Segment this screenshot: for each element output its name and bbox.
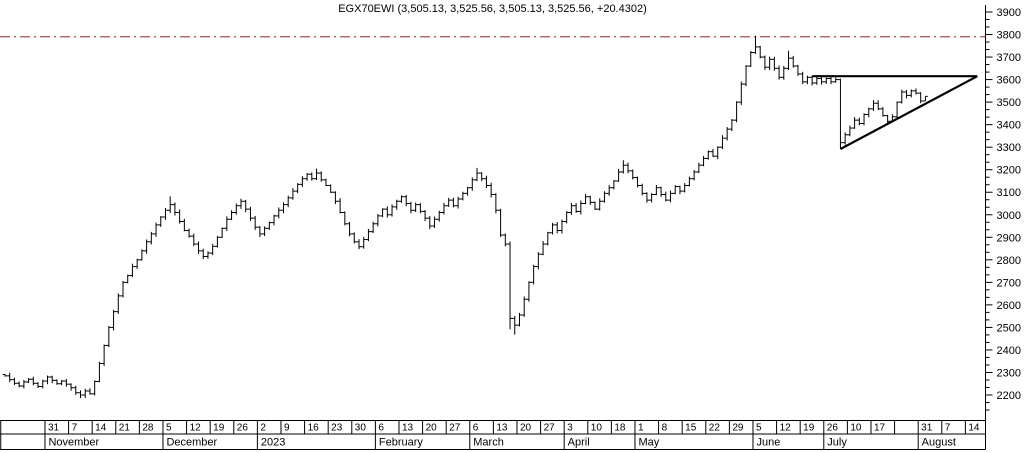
svg-text:2023: 2023 xyxy=(261,437,285,449)
ohlc-bars xyxy=(2,35,928,399)
svg-text:20: 20 xyxy=(426,423,438,434)
svg-text:2800: 2800 xyxy=(997,255,1021,267)
svg-text:3500: 3500 xyxy=(997,97,1021,109)
svg-text:14: 14 xyxy=(95,423,107,434)
svg-text:3300: 3300 xyxy=(997,142,1021,154)
svg-text:19: 19 xyxy=(803,423,815,434)
svg-text:5: 5 xyxy=(756,423,762,434)
svg-text:10: 10 xyxy=(850,423,862,434)
svg-text:2300: 2300 xyxy=(997,367,1021,379)
svg-text:20: 20 xyxy=(520,423,532,434)
svg-text:7: 7 xyxy=(945,423,951,434)
svg-text:February: February xyxy=(379,437,424,449)
svg-text:28: 28 xyxy=(142,423,154,434)
triangle-trendlines[interactable] xyxy=(812,75,978,150)
svg-text:19: 19 xyxy=(213,423,225,434)
svg-text:2700: 2700 xyxy=(997,277,1021,289)
svg-text:18: 18 xyxy=(614,423,626,434)
svg-text:5: 5 xyxy=(166,423,172,434)
svg-text:3900: 3900 xyxy=(997,7,1021,19)
svg-text:13: 13 xyxy=(402,423,414,434)
svg-text:December: December xyxy=(166,437,217,449)
svg-text:July: July xyxy=(827,437,847,449)
svg-text:9: 9 xyxy=(284,423,290,434)
svg-text:May: May xyxy=(638,437,659,449)
svg-text:17: 17 xyxy=(874,423,886,434)
svg-text:2900: 2900 xyxy=(997,232,1021,244)
x-axis: 31 7 14 21 28 5 12 19 26 2 9 16 23 30 6 13 20 27 6 13 20 27 3 1… xyxy=(0,420,986,450)
svg-text:3400: 3400 xyxy=(997,120,1021,132)
svg-text:8: 8 xyxy=(662,423,668,434)
svg-text:27: 27 xyxy=(449,423,461,434)
svg-text:22: 22 xyxy=(709,423,721,434)
svg-text:10: 10 xyxy=(591,423,603,434)
svg-text:21: 21 xyxy=(119,423,131,434)
svg-text:7: 7 xyxy=(72,423,78,434)
y-axis: 3900 3800 3700 3600 3500 3400 3300 3200 3100 3000… xyxy=(985,5,1021,450)
svg-text:3200: 3200 xyxy=(997,165,1021,177)
svg-text:6: 6 xyxy=(473,423,479,434)
svg-text:April: April xyxy=(568,437,590,449)
svg-text:12: 12 xyxy=(190,423,202,434)
svg-text:2400: 2400 xyxy=(997,345,1021,357)
svg-text:3000: 3000 xyxy=(997,210,1021,222)
svg-text:August: August xyxy=(922,437,956,449)
svg-text:31: 31 xyxy=(48,423,60,434)
svg-text:13: 13 xyxy=(496,423,508,434)
svg-text:16: 16 xyxy=(308,423,320,434)
svg-text:15: 15 xyxy=(685,423,697,434)
triangle-support-line[interactable] xyxy=(839,75,978,150)
svg-text:June: June xyxy=(756,437,780,449)
svg-text:29: 29 xyxy=(732,423,744,434)
svg-text:November: November xyxy=(48,437,99,449)
svg-text:March: March xyxy=(473,437,504,449)
svg-text:2600: 2600 xyxy=(997,300,1021,312)
svg-text:12: 12 xyxy=(780,423,792,434)
svg-text:3600: 3600 xyxy=(997,75,1021,87)
svg-text:3: 3 xyxy=(567,423,573,434)
svg-text:3100: 3100 xyxy=(997,187,1021,199)
svg-text:27: 27 xyxy=(544,423,556,434)
svg-text:1: 1 xyxy=(638,423,644,434)
svg-text:2200: 2200 xyxy=(997,390,1021,402)
chart-title: EGX70EWI (3,505.13, 3,525.56, 3,505.13, … xyxy=(338,3,647,15)
svg-text:2500: 2500 xyxy=(997,322,1021,334)
svg-text:6: 6 xyxy=(378,423,384,434)
svg-text:31: 31 xyxy=(921,423,933,434)
svg-text:2: 2 xyxy=(260,423,266,434)
svg-text:3800: 3800 xyxy=(997,30,1021,42)
svg-text:26: 26 xyxy=(237,423,249,434)
svg-text:3700: 3700 xyxy=(997,52,1021,64)
svg-text:23: 23 xyxy=(331,423,343,434)
svg-text:14: 14 xyxy=(968,423,980,434)
svg-text:26: 26 xyxy=(827,423,839,434)
svg-text:30: 30 xyxy=(355,423,367,434)
